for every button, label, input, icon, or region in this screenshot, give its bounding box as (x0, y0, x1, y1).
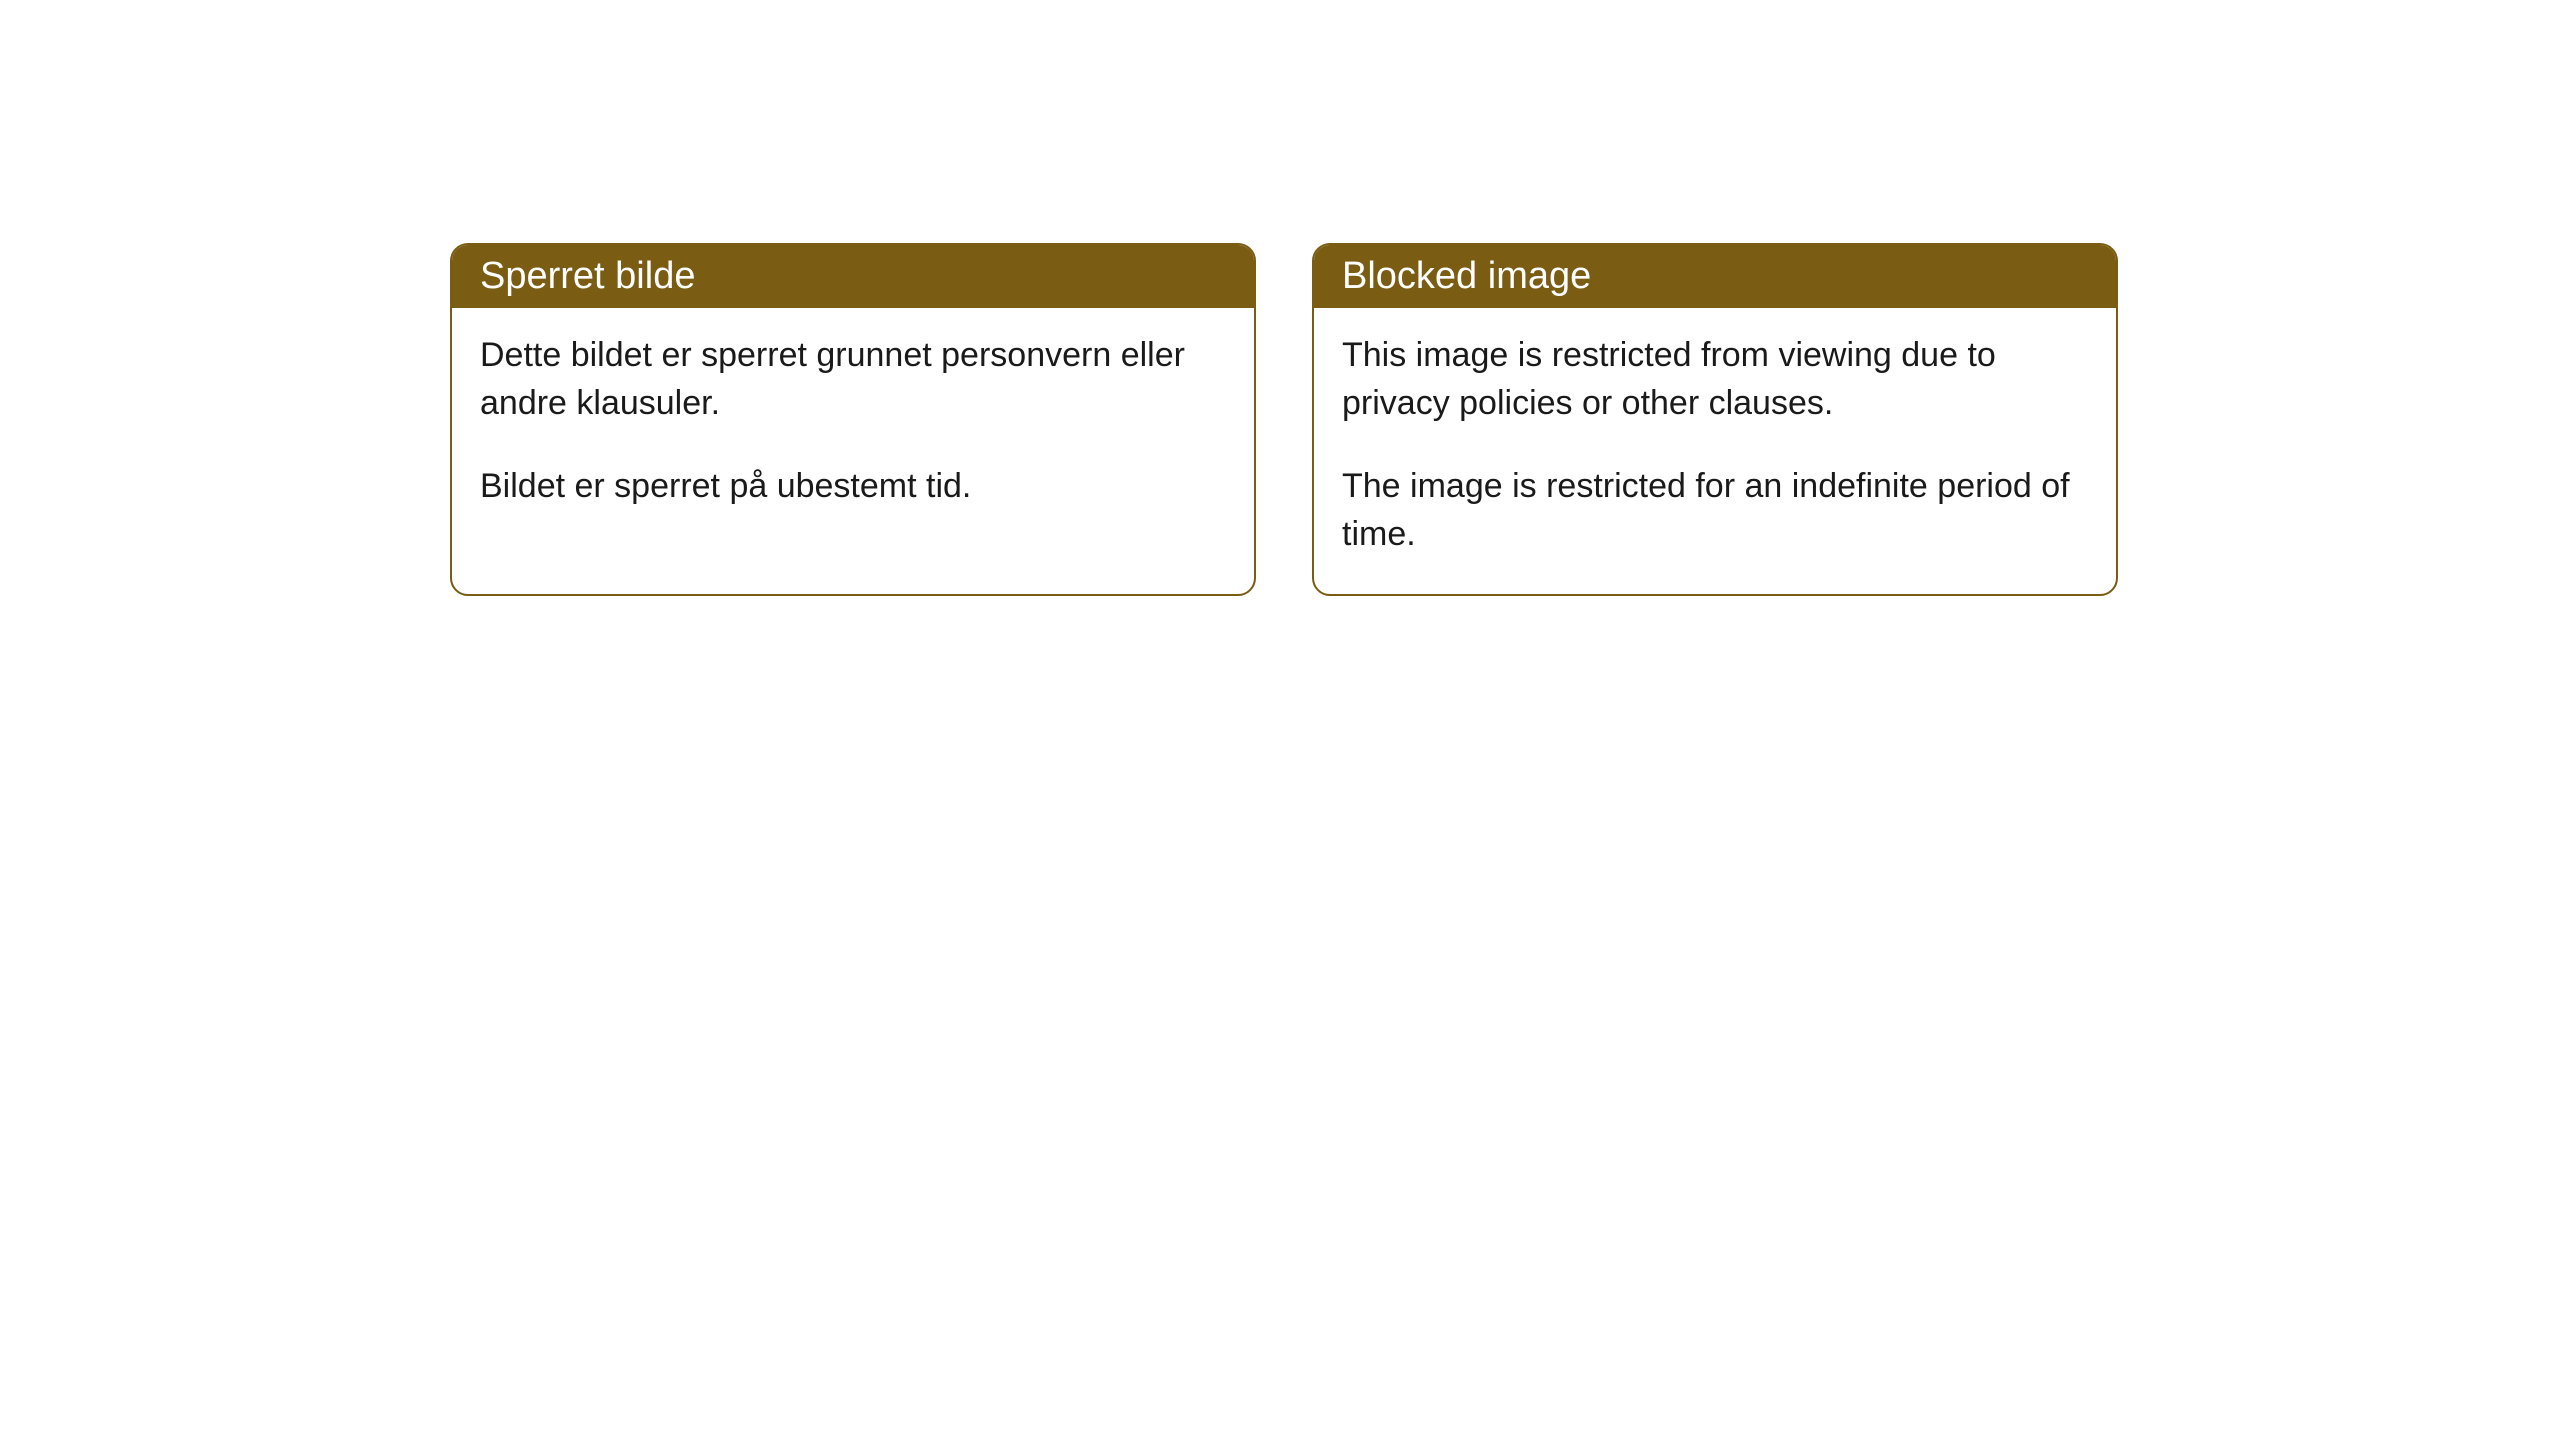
notice-card-norwegian: Sperret bilde Dette bildet er sperret gr… (450, 243, 1256, 596)
card-body: This image is restricted from viewing du… (1314, 308, 2116, 594)
card-paragraph: This image is restricted from viewing du… (1342, 332, 2088, 427)
card-header: Sperret bilde (452, 245, 1254, 308)
notice-cards-container: Sperret bilde Dette bildet er sperret gr… (450, 243, 2118, 596)
card-header: Blocked image (1314, 245, 2116, 308)
notice-card-english: Blocked image This image is restricted f… (1312, 243, 2118, 596)
card-title: Blocked image (1342, 255, 1591, 297)
card-paragraph: Bildet er sperret på ubestemt tid. (480, 463, 1226, 511)
card-paragraph: The image is restricted for an indefinit… (1342, 463, 2088, 558)
card-body: Dette bildet er sperret grunnet personve… (452, 308, 1254, 547)
card-title: Sperret bilde (480, 255, 695, 297)
card-paragraph: Dette bildet er sperret grunnet personve… (480, 332, 1226, 427)
